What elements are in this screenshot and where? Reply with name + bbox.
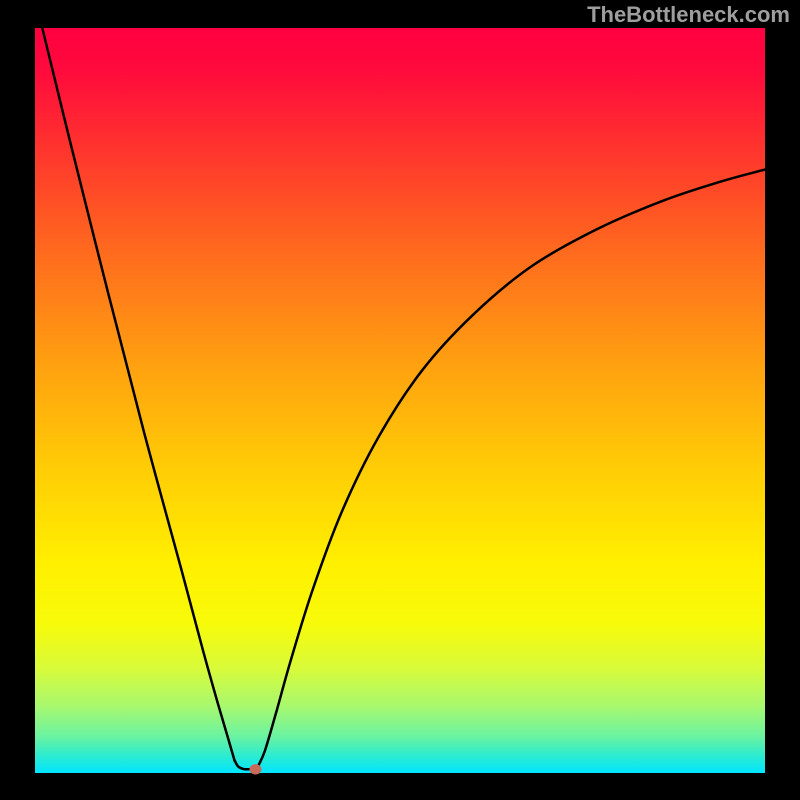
bottleneck-chart: [0, 0, 800, 800]
minimum-marker: [249, 764, 261, 774]
watermark-text: TheBottleneck.com: [587, 2, 790, 28]
